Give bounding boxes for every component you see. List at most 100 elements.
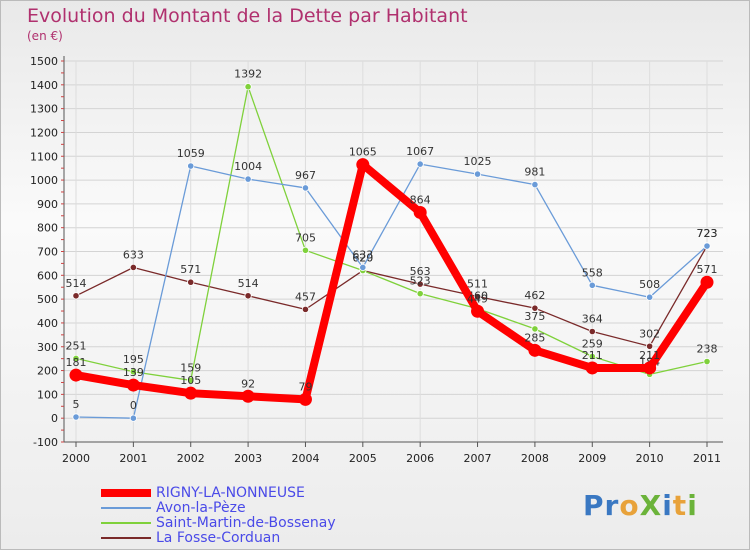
logo-letter: X bbox=[639, 489, 663, 522]
data-point bbox=[588, 327, 596, 336]
data-point bbox=[129, 263, 137, 272]
data-label: 5 bbox=[73, 398, 80, 411]
x-tick-label: 2011 bbox=[693, 452, 721, 465]
data-label: 620 bbox=[352, 252, 373, 265]
data-label: 511 bbox=[467, 278, 488, 291]
data-label: 181 bbox=[66, 356, 87, 369]
x-tick-label: 2000 bbox=[62, 452, 90, 465]
legend-item: RIGNY-LA-NONNEUSE bbox=[101, 485, 401, 501]
data-label: 571 bbox=[697, 263, 718, 276]
y-tick-label: 900 bbox=[37, 198, 58, 211]
data-label: 1059 bbox=[177, 147, 205, 160]
data-point bbox=[129, 414, 137, 422]
data-label: 705 bbox=[295, 231, 316, 244]
data-label: 620 bbox=[352, 252, 373, 265]
data-point bbox=[187, 376, 195, 384]
data-label: 449 bbox=[467, 292, 488, 305]
data-label: 1065 bbox=[349, 146, 377, 159]
data-label: 723 bbox=[697, 227, 718, 240]
data-label: 457 bbox=[295, 290, 316, 303]
y-tick-label: -100 bbox=[33, 436, 58, 449]
data-point bbox=[413, 205, 427, 219]
data-label: 251 bbox=[66, 339, 87, 352]
data-point bbox=[528, 343, 542, 357]
series-line-RIGNY-LA-NONNEUSE bbox=[75, 160, 711, 404]
legend-item: Avon-la-Pèze bbox=[101, 500, 401, 516]
data-label: 79 bbox=[298, 380, 312, 393]
data-point bbox=[416, 280, 424, 288]
y-tick-label: 300 bbox=[37, 341, 58, 354]
x-tick-label: 2002 bbox=[177, 452, 205, 465]
y-tick-label: 1100 bbox=[30, 150, 58, 163]
data-point bbox=[72, 413, 80, 421]
logo-letter: r bbox=[604, 489, 620, 522]
data-point bbox=[301, 305, 310, 313]
data-label: 375 bbox=[524, 310, 545, 323]
series-line-Avon-la-Pèze bbox=[75, 163, 708, 419]
logo-letter: i bbox=[687, 489, 698, 522]
legend-swatch bbox=[101, 507, 151, 509]
y-tick-label: 100 bbox=[37, 388, 58, 401]
data-label: 0 bbox=[130, 399, 137, 412]
data-point bbox=[588, 281, 596, 289]
data-point bbox=[646, 293, 654, 301]
data-point bbox=[184, 386, 198, 400]
data-point bbox=[703, 357, 711, 366]
data-point bbox=[703, 242, 711, 250]
data-point bbox=[72, 292, 80, 300]
data-label: 864 bbox=[410, 193, 431, 206]
y-tick-label: 700 bbox=[37, 246, 58, 259]
data-point bbox=[129, 368, 137, 376]
data-point bbox=[244, 292, 252, 300]
data-label: 563 bbox=[410, 265, 431, 278]
data-point bbox=[585, 361, 599, 375]
data-point bbox=[187, 278, 195, 286]
data-point bbox=[531, 180, 539, 189]
data-point bbox=[356, 158, 370, 172]
data-label: 139 bbox=[123, 366, 144, 379]
data-label: 1392 bbox=[234, 68, 262, 81]
y-tick-label: 1400 bbox=[30, 79, 58, 92]
chart-title: Evolution du Montant de la Dette par Hab… bbox=[27, 5, 468, 27]
y-tick-label: 1000 bbox=[30, 174, 58, 187]
x-tick-label: 2006 bbox=[406, 452, 434, 465]
data-label: 723 bbox=[697, 227, 718, 240]
legend-swatch bbox=[101, 522, 151, 524]
x-tick-label: 2005 bbox=[349, 452, 377, 465]
data-point bbox=[359, 263, 367, 272]
data-label: 211 bbox=[582, 349, 603, 362]
logo-letter: P bbox=[583, 489, 605, 522]
unit-label: (en €) bbox=[27, 29, 63, 43]
data-label: 238 bbox=[697, 343, 718, 356]
data-label: 159 bbox=[180, 361, 201, 374]
data-point bbox=[244, 175, 252, 183]
data-label: 105 bbox=[180, 374, 201, 387]
x-tick-label: 2008 bbox=[521, 452, 549, 465]
series-line-La Fosse-Corduan bbox=[75, 245, 708, 347]
data-point bbox=[473, 292, 482, 301]
data-label: 1025 bbox=[464, 155, 492, 168]
logo-letter: i bbox=[662, 489, 673, 522]
legend-swatch bbox=[101, 537, 151, 539]
data-label: 1004 bbox=[234, 160, 262, 173]
data-label: 967 bbox=[295, 169, 316, 182]
legend-item: Saint-Martin-de-Bossenay bbox=[101, 515, 401, 531]
y-tick-label: 1200 bbox=[30, 126, 58, 139]
data-point bbox=[72, 354, 80, 363]
data-point bbox=[301, 246, 310, 254]
x-tick-label: 2003 bbox=[234, 452, 262, 465]
data-label: 1067 bbox=[406, 145, 434, 158]
y-tick-label: 1300 bbox=[30, 103, 58, 116]
data-point bbox=[126, 378, 140, 392]
data-point bbox=[646, 342, 654, 350]
y-tick-label: 0 bbox=[51, 412, 58, 425]
series-line-Saint-Martin-de-Bossenay bbox=[75, 86, 708, 381]
data-point bbox=[531, 304, 539, 312]
data-point bbox=[700, 275, 714, 289]
data-label: 633 bbox=[352, 248, 373, 261]
data-point bbox=[588, 352, 596, 361]
y-tick-label: 800 bbox=[37, 222, 58, 235]
data-label: 364 bbox=[582, 313, 603, 326]
